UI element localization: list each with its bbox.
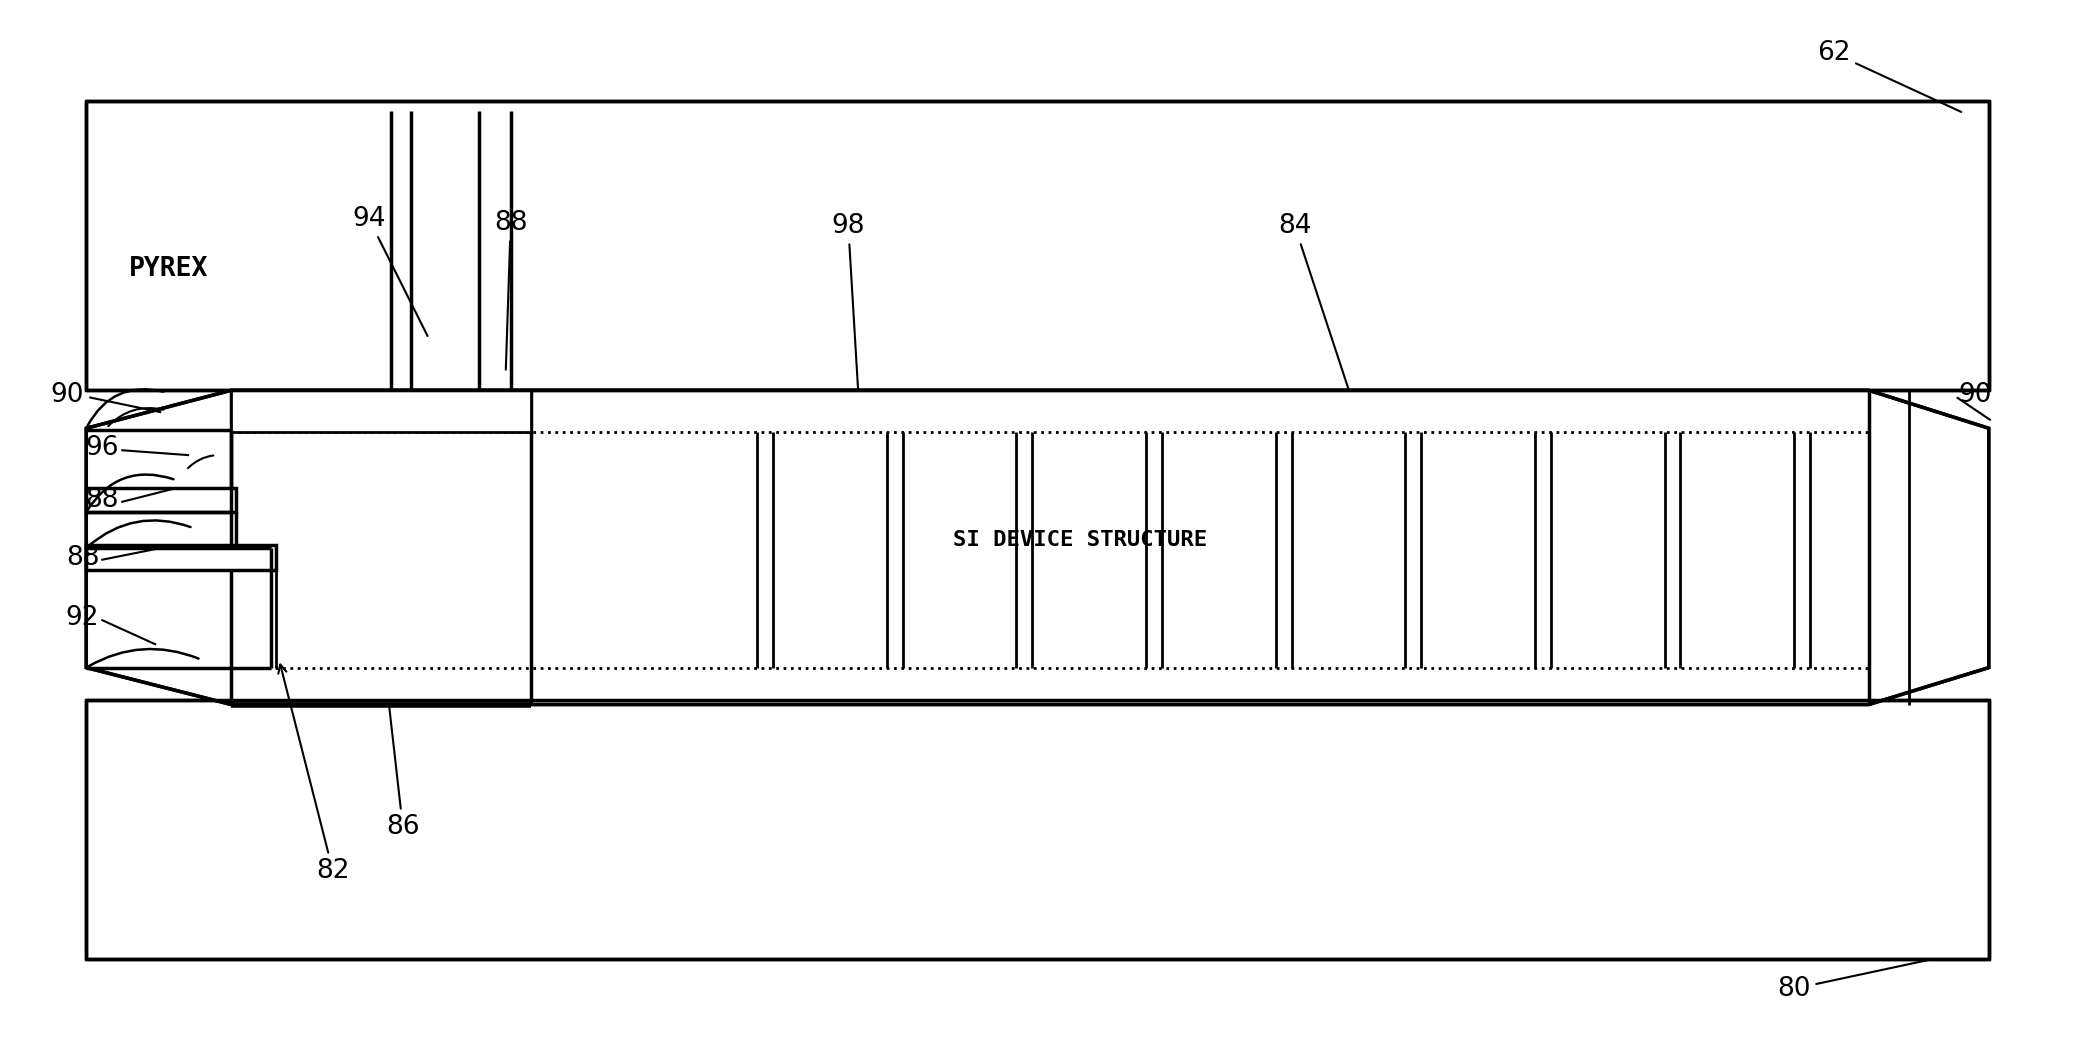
Text: SI DEVICE STRUCTURE: SI DEVICE STRUCTURE xyxy=(953,530,1207,550)
Text: 96: 96 xyxy=(85,435,119,461)
Text: 88: 88 xyxy=(494,210,528,369)
Bar xyxy=(85,700,1989,959)
Text: 86: 86 xyxy=(386,706,419,841)
Text: 88: 88 xyxy=(85,487,119,513)
Text: 90: 90 xyxy=(1958,383,1993,409)
Text: 92: 92 xyxy=(67,605,100,631)
Text: 82: 82 xyxy=(277,664,350,884)
Text: 80: 80 xyxy=(1776,960,1931,1001)
Bar xyxy=(85,101,1989,390)
Bar xyxy=(85,488,236,512)
Bar xyxy=(231,390,532,432)
Text: 62: 62 xyxy=(1818,41,1962,112)
Text: 88: 88 xyxy=(67,544,100,571)
Text: 90: 90 xyxy=(50,383,83,409)
Polygon shape xyxy=(85,390,1989,704)
Text: 84: 84 xyxy=(1278,213,1349,390)
Text: 98: 98 xyxy=(832,213,865,390)
Bar xyxy=(85,544,275,569)
Text: 94: 94 xyxy=(352,205,427,336)
Text: PYREX: PYREX xyxy=(129,256,209,282)
